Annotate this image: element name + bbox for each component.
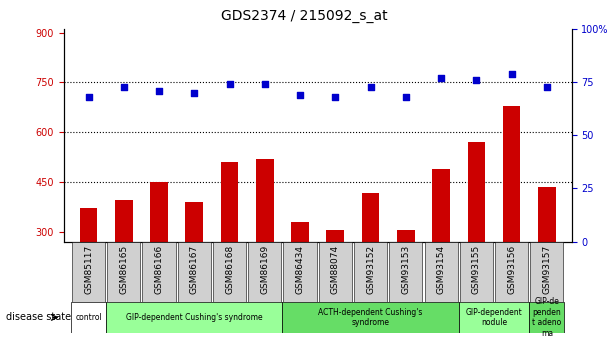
- Bar: [397, 230, 415, 331]
- Text: GSM93157: GSM93157: [542, 245, 551, 294]
- Text: GDS2374 / 215092_s_at: GDS2374 / 215092_s_at: [221, 9, 387, 23]
- Text: GSM86165: GSM86165: [119, 245, 128, 294]
- Text: GSM93153: GSM93153: [401, 245, 410, 294]
- Text: GSM93156: GSM93156: [507, 245, 516, 294]
- FancyBboxPatch shape: [389, 241, 423, 302]
- FancyBboxPatch shape: [530, 241, 564, 302]
- FancyBboxPatch shape: [142, 241, 176, 302]
- Text: GSM86434: GSM86434: [295, 245, 305, 294]
- Bar: [185, 202, 203, 331]
- Text: GSM86167: GSM86167: [190, 245, 199, 294]
- Point: [436, 75, 446, 81]
- FancyBboxPatch shape: [178, 241, 211, 302]
- Bar: [432, 169, 450, 331]
- Text: GIP-de
penden
t adeno
ma: GIP-de penden t adeno ma: [532, 297, 561, 337]
- Bar: [468, 142, 485, 331]
- Point: [260, 82, 270, 87]
- Text: GIP-dependent
nodule: GIP-dependent nodule: [466, 308, 522, 327]
- Bar: [326, 230, 344, 331]
- FancyBboxPatch shape: [319, 241, 352, 302]
- Bar: [362, 194, 379, 331]
- FancyBboxPatch shape: [529, 302, 564, 333]
- Point: [119, 84, 129, 89]
- Text: GSM85117: GSM85117: [84, 245, 93, 294]
- FancyBboxPatch shape: [283, 241, 317, 302]
- Text: GSM86168: GSM86168: [225, 245, 234, 294]
- Text: GSM86166: GSM86166: [154, 245, 164, 294]
- FancyBboxPatch shape: [495, 241, 528, 302]
- Point: [295, 92, 305, 98]
- FancyBboxPatch shape: [106, 302, 283, 333]
- FancyBboxPatch shape: [458, 302, 529, 333]
- FancyBboxPatch shape: [283, 302, 458, 333]
- Point: [542, 84, 551, 89]
- FancyBboxPatch shape: [354, 241, 387, 302]
- Point: [506, 71, 516, 77]
- Text: ACTH-dependent Cushing's
syndrome: ACTH-dependent Cushing's syndrome: [319, 308, 423, 327]
- Text: disease state: disease state: [6, 313, 71, 322]
- Bar: [150, 182, 168, 331]
- Bar: [256, 159, 274, 331]
- Bar: [80, 208, 97, 331]
- FancyBboxPatch shape: [424, 241, 458, 302]
- FancyBboxPatch shape: [71, 302, 106, 333]
- FancyBboxPatch shape: [460, 241, 493, 302]
- Point: [190, 90, 199, 96]
- Point: [225, 82, 235, 87]
- FancyBboxPatch shape: [248, 241, 282, 302]
- Text: GIP-dependent Cushing's syndrome: GIP-dependent Cushing's syndrome: [126, 313, 263, 322]
- FancyBboxPatch shape: [72, 241, 105, 302]
- Bar: [221, 162, 238, 331]
- Bar: [538, 187, 556, 331]
- FancyBboxPatch shape: [107, 241, 140, 302]
- Point: [401, 95, 410, 100]
- Text: GSM86169: GSM86169: [260, 245, 269, 294]
- FancyBboxPatch shape: [213, 241, 246, 302]
- Point: [154, 88, 164, 93]
- Point: [471, 78, 481, 83]
- Point: [330, 95, 340, 100]
- Point: [365, 84, 375, 89]
- Bar: [115, 200, 133, 331]
- Text: GSM93155: GSM93155: [472, 245, 481, 294]
- Point: [84, 95, 94, 100]
- Text: control: control: [75, 313, 102, 322]
- Bar: [291, 221, 309, 331]
- Text: GSM93154: GSM93154: [437, 245, 446, 294]
- Text: GSM88074: GSM88074: [331, 245, 340, 294]
- Bar: [503, 106, 520, 331]
- Text: GSM93152: GSM93152: [366, 245, 375, 294]
